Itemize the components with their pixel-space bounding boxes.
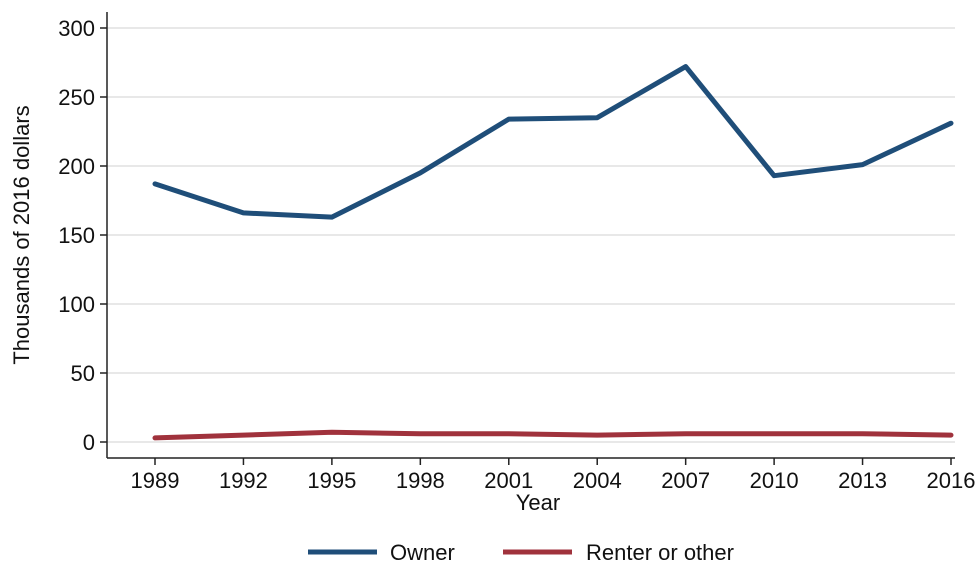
series-lines: [152, 64, 954, 441]
y-tick-label-200: 200: [58, 154, 95, 179]
y-tick-label-250: 250: [58, 85, 95, 110]
x-tick-label-2007: 2007: [661, 468, 710, 493]
y-tick-label-150: 150: [58, 223, 95, 248]
y-tick-label-0: 0: [83, 430, 95, 455]
grid-lines: [107, 27, 955, 443]
series-line-renter: [152, 429, 954, 441]
x-ticks: 1989 1992 1995 1998 2001 2004 2007 2010 2013 2016: [131, 458, 976, 493]
y-tick-label-100: 100: [58, 292, 95, 317]
x-tick-label-2013: 2013: [838, 468, 887, 493]
legend: Owner Renter or other: [308, 540, 734, 565]
x-tick-label-1995: 1995: [307, 468, 356, 493]
series-line-owner: [152, 64, 954, 220]
x-tick-label-2001: 2001: [484, 468, 533, 493]
x-tick-label-2004: 2004: [573, 468, 622, 493]
x-tick-label-1992: 1992: [219, 468, 268, 493]
y-tick-label-300: 300: [58, 16, 95, 41]
x-tick-label-1989: 1989: [131, 468, 180, 493]
y-tick-label-50: 50: [71, 361, 95, 386]
x-axis-title: Year: [516, 490, 560, 515]
legend-label-owner: Owner: [390, 540, 455, 565]
x-tick-label-2010: 2010: [750, 468, 799, 493]
x-tick-label-1998: 1998: [396, 468, 445, 493]
x-tick-label-2016: 2016: [927, 468, 976, 493]
y-ticks: 0 50 100 150 200 250 300: [58, 16, 107, 455]
y-axis-title: Thousands of 2016 dollars: [9, 105, 34, 364]
legend-label-renter: Renter or other: [586, 540, 734, 565]
